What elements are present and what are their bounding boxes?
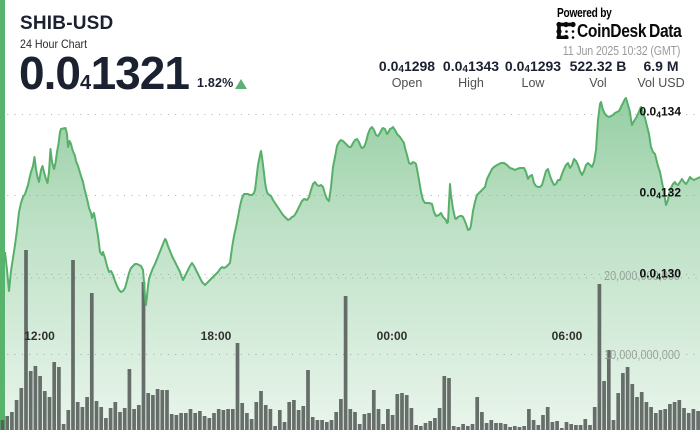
svg-text:0.04134: 0.04134: [640, 105, 682, 120]
svg-text:12:00: 12:00: [24, 329, 55, 343]
svg-text:06:00: 06:00: [552, 329, 583, 343]
svg-text:00:00: 00:00: [377, 329, 408, 343]
svg-text:20,000,000,000: 20,000,000,000: [604, 268, 680, 283]
svg-text:18:00: 18:00: [201, 329, 232, 343]
svg-text:10,000,000,000: 10,000,000,000: [604, 347, 680, 362]
svg-text:0.04132: 0.04132: [640, 186, 682, 201]
svg-text:0.04130: 0.04130: [640, 267, 682, 282]
